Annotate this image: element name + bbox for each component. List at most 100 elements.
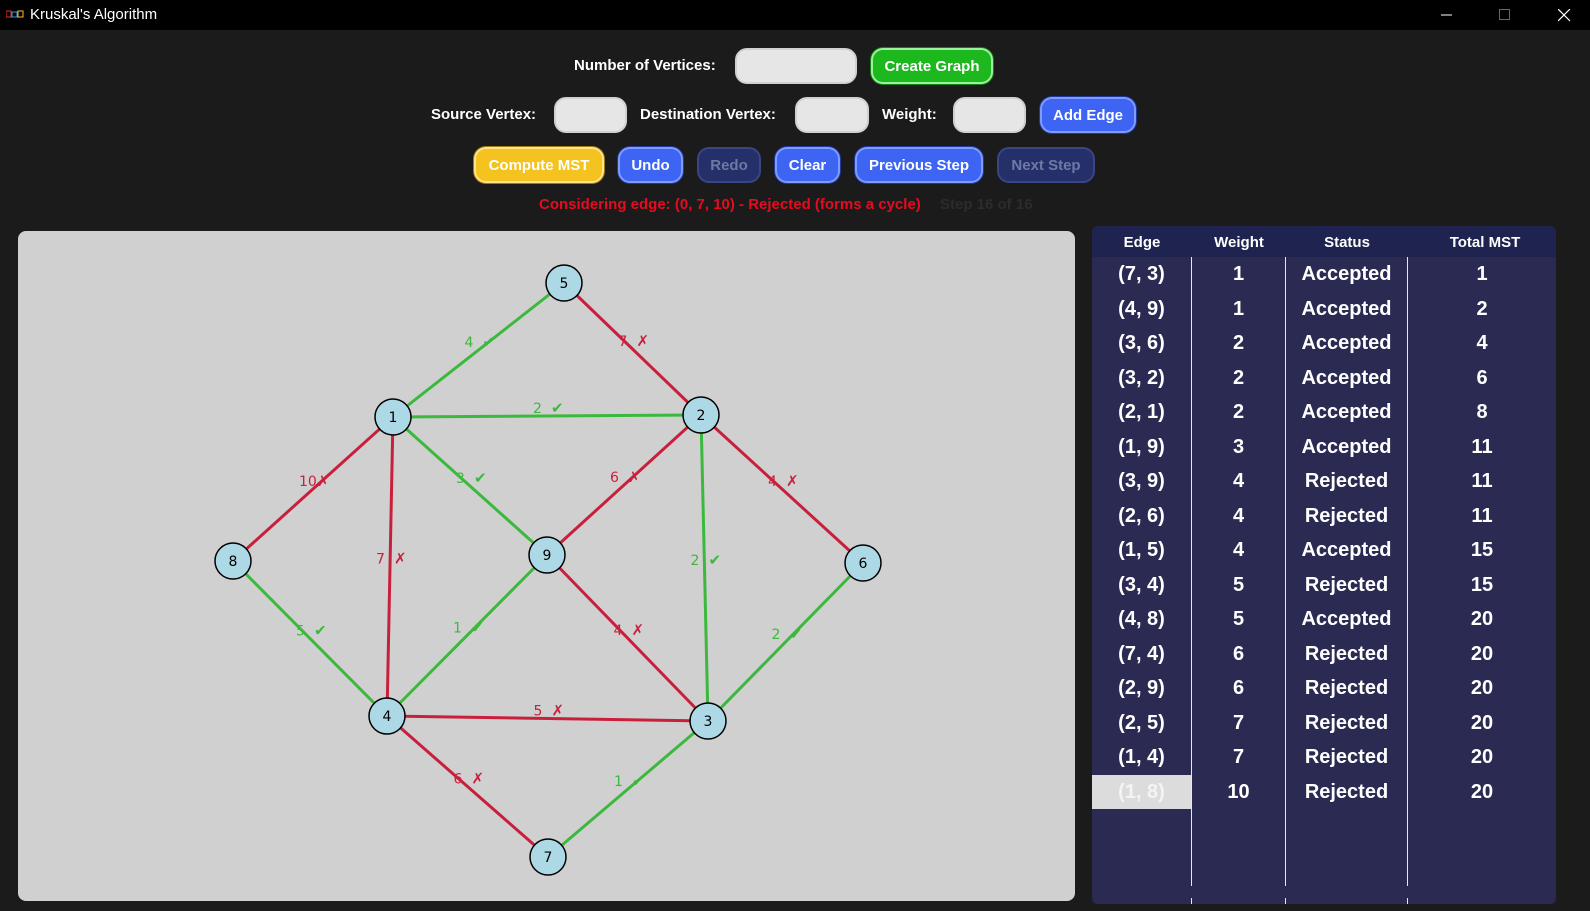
cell-total: 20 <box>1470 642 1494 665</box>
edge-3-7 <box>547 719 709 859</box>
destination-vertex-input[interactable] <box>795 97 869 133</box>
cell-status: Rejected <box>1304 780 1389 803</box>
cell-total: 8 <box>1476 401 1488 423</box>
cell-total: 6 <box>1476 366 1488 389</box>
cell-status: Accepted <box>1301 366 1392 389</box>
table-row[interactable]: (1, 9) 3 Accepted 11 <box>1092 430 1556 465</box>
edge-2-6 <box>699 413 865 565</box>
table-row[interactable]: (3, 2) 2 Accepted 6 <box>1092 361 1556 396</box>
table-row[interactable]: (2, 9) 6 Rejected 20 <box>1092 671 1556 706</box>
cell-weight: 1 <box>1232 263 1245 285</box>
previous-step-button[interactable]: Previous Step <box>855 147 983 183</box>
cross-mark-icon: ✗ <box>786 472 799 490</box>
cell-total: 20 <box>1470 677 1494 699</box>
redo-button[interactable]: Redo <box>697 147 761 183</box>
table-row[interactable]: (1, 8) 10 Rejected 20 <box>1092 774 1556 809</box>
vertex-node-4[interactable] <box>368 697 406 735</box>
add-edge-button[interactable]: Add Edge <box>1040 97 1136 133</box>
minimize-button[interactable] <box>1418 0 1476 30</box>
edge-4-3 <box>386 714 709 723</box>
undo-button[interactable]: Undo <box>618 147 683 183</box>
check-mark-icon: ✔ <box>471 619 484 637</box>
vertex-node-1[interactable] <box>374 398 412 436</box>
vertex-node-2[interactable] <box>682 396 720 434</box>
minimize-icon <box>1441 14 1452 16</box>
vertex-node-5[interactable] <box>545 264 583 302</box>
vertex-node-3[interactable] <box>689 702 727 740</box>
check-mark-icon: ✔ <box>632 772 645 790</box>
edge-4-7 <box>386 714 549 859</box>
cell-status: Rejected <box>1304 677 1389 699</box>
cross-mark-icon: ✗ <box>552 702 565 720</box>
check-mark-icon: ✔ <box>314 622 327 640</box>
create-graph-button[interactable]: Create Graph <box>871 48 993 84</box>
java-coffee-icon <box>6 10 24 18</box>
cell-total: 15 <box>1470 539 1494 561</box>
cell-status: Accepted <box>1301 263 1392 285</box>
table-row[interactable]: (4, 8) 5 Accepted 20 <box>1092 602 1556 637</box>
vertex-node-9[interactable] <box>528 536 566 574</box>
table-row[interactable]: (3, 6) 2 Accepted 4 <box>1092 326 1556 361</box>
table-row[interactable]: (3, 4) 5 Rejected 15 <box>1092 568 1556 603</box>
cell-weight: 7 <box>1232 746 1245 768</box>
vertices-input[interactable] <box>735 48 857 84</box>
edge-weight-label: 2 <box>691 553 700 569</box>
close-button[interactable] <box>1535 0 1590 30</box>
cell-edge: (2, 6) <box>1118 504 1165 527</box>
edge-weight-label: 6 <box>610 470 619 486</box>
step-counter: Step 16 of 16 <box>940 196 1033 213</box>
cell-weight: 10 <box>1227 780 1250 803</box>
edge-weight-label: 4 <box>768 474 777 490</box>
table-row[interactable]: (2, 5) 7 Rejected 20 <box>1092 706 1556 741</box>
compute-mst-button[interactable]: Compute MST <box>474 147 604 183</box>
table-row[interactable]: (4, 9) 1 Accepted 2 <box>1092 292 1556 327</box>
cell-total: 4 <box>1476 332 1488 354</box>
maximize-button[interactable] <box>1476 0 1534 30</box>
vertex-label: 2 <box>697 408 706 424</box>
edge-weight-label: 4 <box>465 335 474 351</box>
window-title: Kruskal's Algorithm <box>30 6 158 23</box>
edge-1-5 <box>392 281 565 419</box>
weight-input[interactable] <box>953 97 1026 133</box>
vertex-node-6[interactable] <box>844 544 882 582</box>
cell-edge: (1, 9) <box>1118 435 1165 458</box>
table-row[interactable]: (7, 4) 6 Rejected 20 <box>1092 637 1556 672</box>
cell-weight: 3 <box>1232 435 1245 458</box>
table-row[interactable]: (1, 4) 7 Rejected 20 <box>1092 740 1556 775</box>
cell-status: Rejected <box>1304 746 1389 768</box>
destination-vertex-label: Destination Vertex: <box>640 106 776 123</box>
next-step-button[interactable]: Next Step <box>997 147 1095 183</box>
table-row[interactable]: (1, 5) 4 Accepted 15 <box>1092 533 1556 568</box>
edge-weight-label: 2 <box>772 627 781 643</box>
cell-status: Rejected <box>1304 642 1389 665</box>
vertex-label: 8 <box>229 554 238 570</box>
cell-edge: (4, 9) <box>1118 297 1165 320</box>
header-edge: Edge <box>1123 234 1161 251</box>
graph-drawing: 4 ✔ 7 ✗2 ✔10 ✗7 ✗3 ✔ 6 ✗2 ✔4 ✗5 ✔ 1 ✔ 4 ✗ 2 ✔5 ✗6 ✗ 1 ✔1 234567… <box>214 264 882 876</box>
column-divider <box>1407 257 1408 904</box>
cross-mark-icon: ✗ <box>317 472 330 490</box>
graph-canvas[interactable]: 4 ✔ 7 ✗ 2 ✔ 10 ✗ 7 ✗ 3 ✔ 6 ✗ 2 ✔ 4 ✗ 5 ✔ 1 ✔ 4 ✗ 2 ✔ 5 ✗ 6 ✗ 1 ✔ 1 2 3 4 5 6 7… <box>18 231 1075 901</box>
table-row[interactable]: (3, 9) 4 Rejected 11 <box>1092 464 1556 499</box>
clear-button[interactable]: Clear <box>775 147 840 183</box>
horizontal-scrollbar[interactable] <box>1092 886 1556 898</box>
table-row[interactable]: (2, 1) 2 Accepted 8 <box>1092 395 1556 430</box>
cell-edge: (2, 9) <box>1118 677 1165 699</box>
edge-9-4 <box>385 553 549 718</box>
cross-mark-icon: ✗ <box>472 770 485 788</box>
table-row[interactable]: (7, 3) 1 Accepted 1 <box>1092 257 1556 292</box>
vertex-node-7[interactable] <box>529 838 567 876</box>
cross-mark-icon: ✗ <box>632 621 645 639</box>
mst-steps-table[interactable]: Edge Weight Status Total MST (7, 3) 1 Acce… <box>1092 226 1556 904</box>
cell-edge: (1, 4) <box>1118 746 1165 768</box>
vertex-label: 9 <box>543 548 552 564</box>
vertex-node-8[interactable] <box>214 542 252 580</box>
cell-edge: (4, 8) <box>1118 608 1165 630</box>
table-row[interactable]: (2, 6) 4 Rejected 11 <box>1092 499 1556 534</box>
header-total-mst: Total MST <box>1449 234 1521 251</box>
cell-weight: 2 <box>1232 332 1245 354</box>
table-header: Edge Weight Status Total MST <box>1092 226 1556 257</box>
source-vertex-input[interactable] <box>554 97 627 133</box>
edge-weight-label: 3 <box>456 471 465 487</box>
edge-weight-label: 1 <box>453 621 462 637</box>
